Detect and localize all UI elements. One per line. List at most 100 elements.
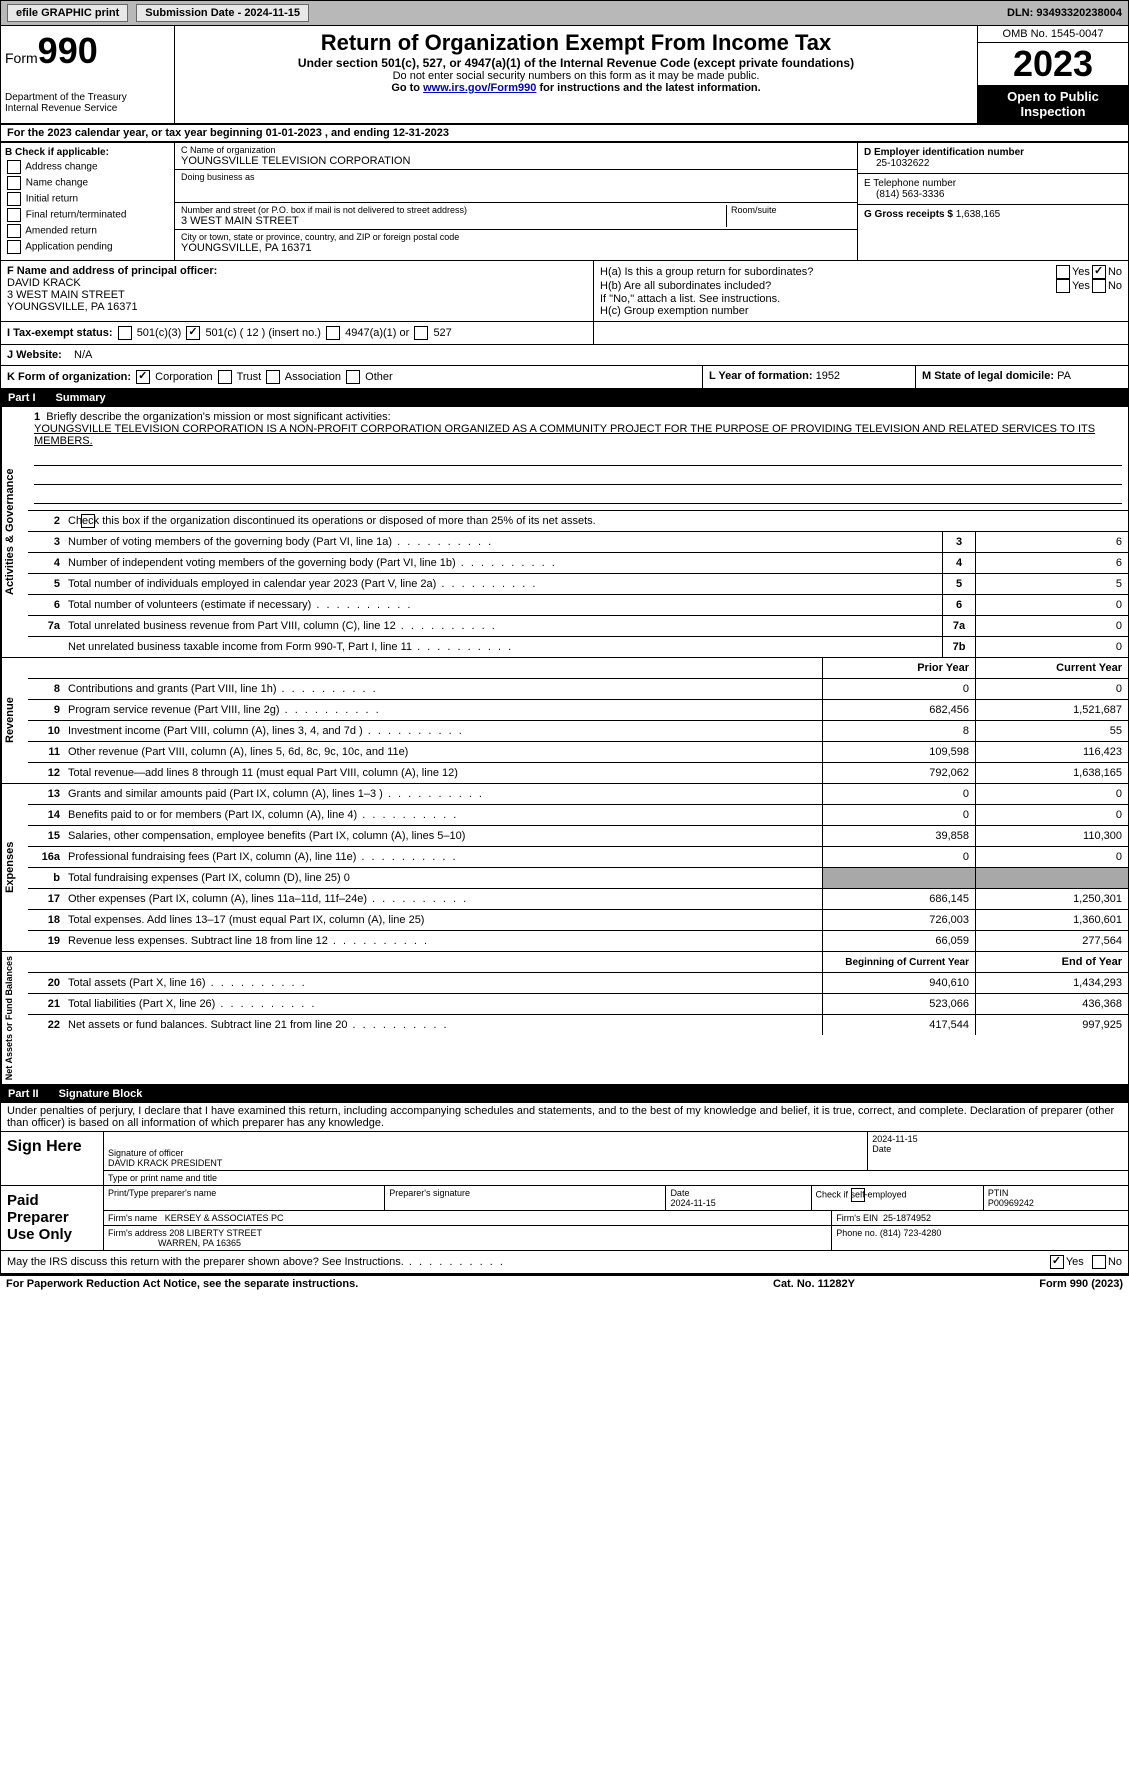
goto-prefix: Go to <box>391 82 423 94</box>
block-c: C Name of organization YOUNGSVILLE TELEV… <box>175 143 857 260</box>
officer-label: F Name and address of principal officer: <box>7 265 587 277</box>
ptin-label: PTIN <box>988 1188 1009 1198</box>
cb-initial-return[interactable]: Initial return <box>5 192 170 206</box>
form-note1: Do not enter social security numbers on … <box>179 70 973 82</box>
q16a: Professional fundraising fees (Part IX, … <box>64 849 822 865</box>
hb-label: H(b) Are all subordinates included? <box>600 280 1054 292</box>
city-label: City or town, state or province, country… <box>181 232 851 242</box>
prep-phone-label: Phone no. <box>836 1228 877 1238</box>
firm-name-label: Firm's name <box>108 1213 157 1223</box>
hb-yes-cb[interactable] <box>1056 279 1070 293</box>
tax-year: 2023 <box>978 43 1128 85</box>
sign-here-label: Sign Here <box>1 1132 104 1185</box>
cb-527[interactable] <box>414 326 428 340</box>
527: 527 <box>433 327 451 339</box>
cb-final-return[interactable]: Final return/terminated <box>5 208 170 222</box>
netassets-label: Net Assets or Fund Balances <box>1 952 28 1084</box>
cb-501c3[interactable] <box>118 326 132 340</box>
hc-label: H(c) Group exemption number <box>600 305 1122 317</box>
org-name-label: C Name of organization <box>181 145 851 155</box>
tax-exempt-label: I Tax-exempt status: <box>7 327 113 339</box>
officer-sig-name: DAVID KRACK PRESIDENT <box>108 1158 863 1168</box>
part1-title: Summary <box>56 392 106 404</box>
officer-name: DAVID KRACK <box>7 277 587 289</box>
expenses-label: Expenses <box>1 784 28 951</box>
ha-no: No <box>1108 266 1122 278</box>
declaration: Under penalties of perjury, I declare th… <box>0 1103 1129 1132</box>
cb-app-pending[interactable]: Application pending <box>5 240 170 254</box>
e20: 1,434,293 <box>975 973 1128 993</box>
prior-year-header: Prior Year <box>822 658 975 678</box>
year-formation: 1952 <box>816 370 840 382</box>
topbar: efile GRAPHIC print Submission Date - 20… <box>0 0 1129 26</box>
sig-date-label: Date <box>872 1144 1124 1154</box>
form-title: Return of Organization Exempt From Incom… <box>179 30 973 56</box>
p13: 0 <box>822 784 975 804</box>
state-domicile-label: M State of legal domicile: <box>922 370 1054 382</box>
prep-phone: (814) 723-4280 <box>880 1228 942 1238</box>
irs-link[interactable]: www.irs.gov/Form990 <box>423 82 536 94</box>
dln: DLN: 93493320238004 <box>1007 7 1122 19</box>
q14: Benefits paid to or for members (Part IX… <box>64 807 822 823</box>
c12: 1,638,165 <box>975 763 1128 783</box>
q4: Number of independent voting members of … <box>64 555 942 571</box>
phone-label: E Telephone number <box>864 178 1122 189</box>
efile-print-btn[interactable]: efile GRAPHIC print <box>7 4 128 22</box>
p19: 66,059 <box>822 931 975 951</box>
cb-address-change[interactable]: Address change <box>5 160 170 174</box>
street-address: 3 WEST MAIN STREET <box>181 215 726 227</box>
firm-addr1: 208 LIBERTY STREET <box>169 1228 262 1238</box>
cb-corp[interactable] <box>136 370 150 384</box>
governance-label: Activities & Governance <box>1 407 28 657</box>
ein-value: 25-1032622 <box>864 158 1122 169</box>
hb-no: No <box>1108 280 1122 292</box>
part1-header: Part I Summary <box>0 389 1129 407</box>
cb-self-emp[interactable] <box>851 1188 865 1202</box>
discuss-no: No <box>1108 1256 1122 1268</box>
cb-name-change[interactable]: Name change <box>5 176 170 190</box>
block-f: F Name and address of principal officer:… <box>1 261 594 321</box>
c11: 116,423 <box>975 742 1128 762</box>
irs-label: Internal Revenue Service <box>5 103 170 114</box>
v7a: 0 <box>975 616 1128 636</box>
website-value: N/A <box>74 349 92 361</box>
year-formation-label: L Year of formation: <box>709 370 813 382</box>
p8: 0 <box>822 679 975 699</box>
c9: 1,521,687 <box>975 700 1128 720</box>
corp-label: Corporation <box>155 371 212 383</box>
submission-date: Submission Date - 2024-11-15 <box>136 4 309 22</box>
p12: 792,062 <box>822 763 975 783</box>
p11: 109,598 <box>822 742 975 762</box>
section-a: For the 2023 calendar year, or tax year … <box>0 124 1129 142</box>
q8: Contributions and grants (Part VIII, lin… <box>64 681 822 697</box>
b22: 417,544 <box>822 1015 975 1035</box>
q22: Net assets or fund balances. Subtract li… <box>64 1017 822 1033</box>
footer-left: For Paperwork Reduction Act Notice, see … <box>6 1278 773 1290</box>
footer: For Paperwork Reduction Act Notice, see … <box>0 1274 1129 1292</box>
e22: 997,925 <box>975 1015 1128 1035</box>
cb-trust[interactable] <box>218 370 232 384</box>
p18: 726,003 <box>822 910 975 930</box>
p10: 8 <box>822 721 975 741</box>
e21: 436,368 <box>975 994 1128 1014</box>
cb-q2[interactable] <box>81 514 95 528</box>
ha-no-cb[interactable] <box>1092 265 1106 279</box>
p16a: 0 <box>822 847 975 867</box>
hb-no-cb[interactable] <box>1092 279 1106 293</box>
cb-4947[interactable] <box>326 326 340 340</box>
discuss-yes-cb[interactable] <box>1050 1255 1064 1269</box>
goto-suffix: for instructions and the latest informat… <box>536 82 760 94</box>
mission-text: YOUNGSVILLE TELEVISION CORPORATION IS A … <box>34 423 1122 447</box>
cb-other[interactable] <box>346 370 360 384</box>
q20: Total assets (Part X, line 16) <box>64 975 822 991</box>
ha-yes-cb[interactable] <box>1056 265 1070 279</box>
q19: Revenue less expenses. Subtract line 18 … <box>64 933 822 949</box>
discuss-no-cb[interactable] <box>1092 1255 1106 1269</box>
cb-501c[interactable] <box>186 326 200 340</box>
p9: 682,456 <box>822 700 975 720</box>
q2: Check this box if the organization disco… <box>64 512 1128 530</box>
cb-amended[interactable]: Amended return <box>5 224 170 238</box>
block-b: B Check if applicable: Address change Na… <box>1 143 175 260</box>
501c: 501(c) ( 12 ) (insert no.) <box>205 327 321 339</box>
cb-assoc[interactable] <box>266 370 280 384</box>
